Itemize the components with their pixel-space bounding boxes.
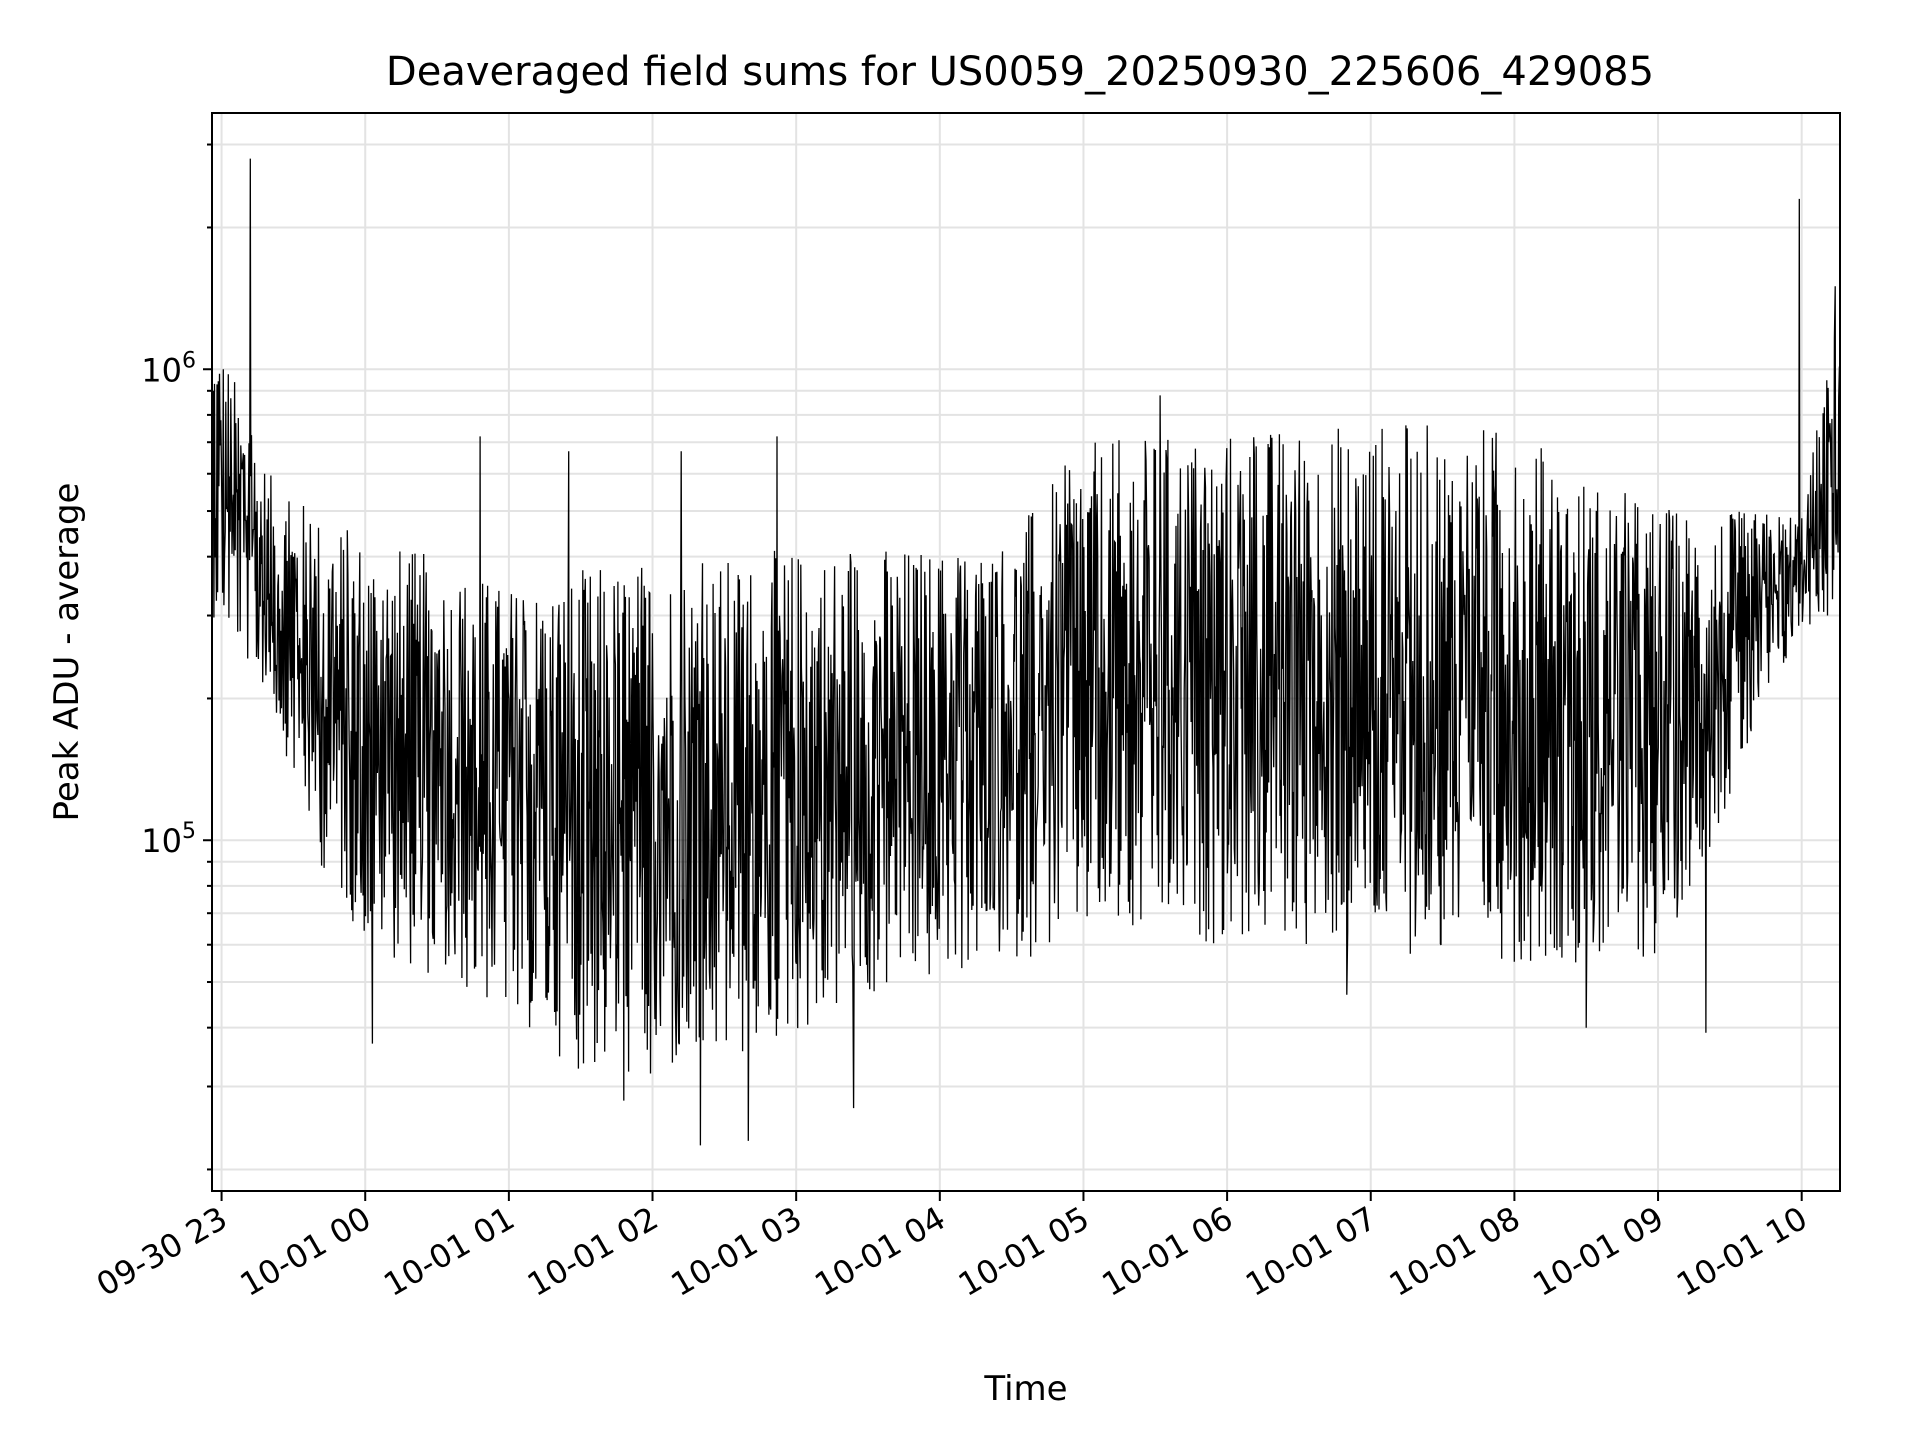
series-line: [211, 158, 1841, 1146]
y-tick-label: 106: [141, 348, 196, 389]
x-axis-label: Time: [983, 1369, 1067, 1409]
y-tick-label: 105: [141, 819, 196, 860]
series-layer: [211, 158, 1841, 1146]
plot-frame: [211, 112, 1841, 1192]
y-axis-label: Peak ADU - average: [47, 483, 87, 822]
chart-title: Deaveraged field sums for US0059_2025093…: [386, 49, 1654, 95]
